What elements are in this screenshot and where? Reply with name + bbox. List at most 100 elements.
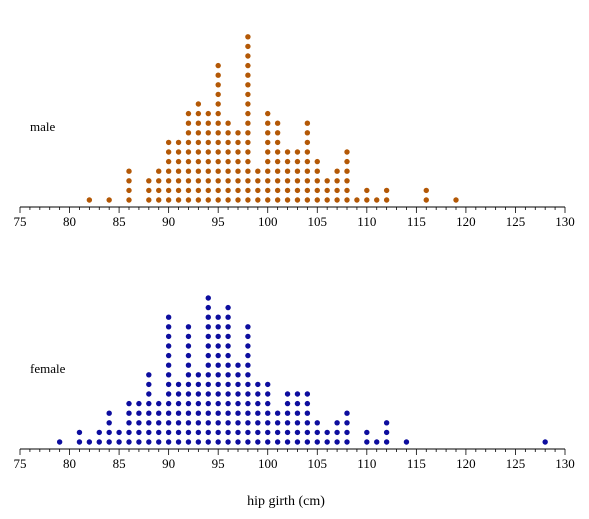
female-dot — [304, 400, 311, 407]
female-dot — [265, 410, 271, 416]
male-dot — [314, 158, 320, 165]
female-dot — [126, 410, 132, 416]
female-dot — [136, 420, 142, 426]
female-dot — [334, 420, 340, 426]
male-dot — [245, 168, 251, 174]
female-dot — [205, 352, 211, 359]
male-dot — [215, 72, 221, 78]
female-dot — [195, 439, 202, 445]
female-dot — [215, 439, 221, 445]
female-dot — [175, 391, 182, 397]
female-dot — [165, 343, 172, 349]
male-dot — [215, 178, 221, 184]
female-dot — [96, 439, 102, 445]
female-dot — [344, 420, 350, 426]
male-dot — [245, 139, 251, 146]
female-dot — [185, 410, 192, 416]
male-dot — [185, 158, 192, 165]
female-tick-label: 85 — [113, 456, 126, 471]
male-dot — [294, 197, 301, 203]
female-dot — [215, 381, 221, 388]
male-dot — [156, 187, 162, 194]
male-dot — [235, 139, 241, 146]
male-dot — [185, 120, 192, 126]
male-dot — [205, 187, 211, 194]
male-dot — [274, 139, 281, 146]
male-dot — [265, 149, 271, 155]
male-dot — [304, 197, 311, 203]
female-dot — [185, 391, 192, 397]
female-dot — [106, 410, 112, 416]
male-dots — [86, 34, 459, 203]
female-dot — [136, 429, 142, 436]
female-dot — [185, 400, 192, 407]
male-dot — [245, 72, 251, 78]
male-dot — [334, 187, 340, 194]
male-dot — [274, 149, 281, 155]
female-dot — [314, 439, 320, 445]
female-dots — [56, 295, 548, 445]
female-dot — [314, 420, 320, 426]
female-dot — [225, 400, 231, 407]
male-dot — [205, 130, 211, 136]
female-tick-label: 95 — [212, 456, 225, 471]
female-dot — [344, 410, 350, 416]
female-dot — [225, 362, 231, 368]
female-dot — [255, 391, 261, 397]
male-dot — [195, 110, 202, 117]
male-dot — [255, 197, 261, 203]
male-dot — [215, 62, 221, 69]
female-dot — [245, 429, 251, 436]
male-dot — [265, 187, 271, 194]
male-dot — [205, 149, 211, 155]
female-dot — [235, 439, 241, 445]
male-dot — [195, 178, 202, 184]
female-dot — [294, 400, 301, 407]
female-dot — [245, 420, 251, 426]
female-tick-label: 125 — [506, 456, 526, 471]
female-dot — [205, 304, 211, 311]
female-dot — [225, 381, 231, 388]
female-dot — [185, 362, 192, 368]
female-dot — [215, 314, 221, 320]
male-dot — [265, 110, 271, 117]
female-dot — [56, 439, 63, 445]
female-dot — [195, 381, 202, 388]
male-dot — [314, 187, 320, 194]
female-dot — [205, 343, 211, 349]
male-dot — [344, 149, 350, 155]
female-tick-label: 115 — [407, 456, 426, 471]
female-dot — [225, 420, 231, 426]
male-dot — [215, 101, 221, 107]
female-dot — [304, 439, 311, 445]
male-dot — [156, 178, 162, 184]
male-dot — [215, 149, 221, 155]
female-dot — [146, 381, 152, 388]
female-dot — [185, 343, 192, 349]
female-dot — [205, 439, 211, 445]
male-dot — [364, 187, 370, 194]
female-dot — [215, 410, 221, 416]
male-dot — [215, 130, 221, 136]
female-dot — [116, 429, 122, 436]
female-dot — [265, 400, 271, 407]
male-dot — [126, 197, 132, 203]
male-dot — [205, 110, 211, 117]
male-dot — [175, 187, 182, 194]
male-dot — [314, 168, 320, 174]
female-dot — [284, 429, 291, 436]
male-dot — [165, 197, 172, 203]
male-dot — [195, 139, 202, 146]
female-tick-label: 105 — [308, 456, 328, 471]
male-dot — [265, 197, 271, 203]
male-dot — [225, 158, 231, 165]
female-dot — [195, 420, 202, 426]
female-dot — [334, 429, 340, 436]
male-dot — [294, 149, 301, 155]
male-dot — [245, 62, 251, 69]
female-dot — [126, 439, 132, 445]
male-dot — [235, 168, 241, 174]
female-dot — [165, 352, 172, 359]
female-dot — [364, 429, 370, 436]
female-dot — [215, 391, 221, 397]
